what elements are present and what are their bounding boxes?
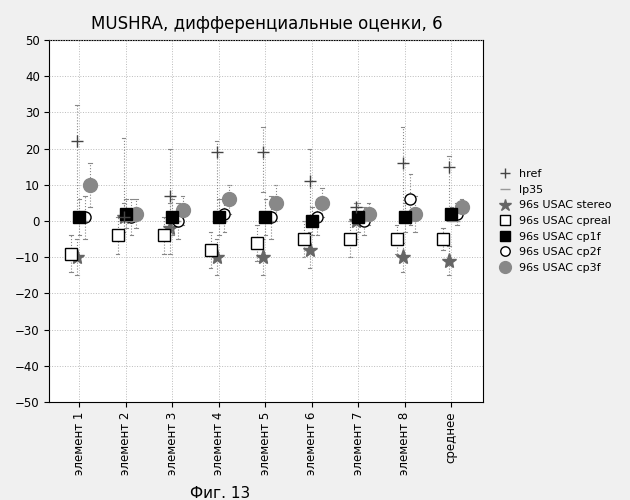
96s USAC stereo — [120, 214, 127, 220]
96s USAC stereo — [73, 254, 81, 260]
96s USAC cpreal — [300, 236, 307, 242]
href — [120, 214, 127, 220]
96s USAC stereo — [213, 254, 220, 260]
96s USAC stereo — [399, 254, 406, 260]
96s USAC cp1f — [169, 214, 176, 220]
href — [213, 150, 220, 156]
96s USAC cp2f — [220, 211, 228, 217]
96s USAC cp1f — [401, 214, 409, 220]
Line: 96s USAC cp3f: 96s USAC cp3f — [83, 178, 469, 220]
lp35 — [311, 218, 318, 224]
Line: 96s USAC cp2f: 96s USAC cp2f — [79, 194, 462, 226]
96s USAC stereo — [306, 247, 313, 253]
96s USAC cpreal — [114, 232, 122, 238]
href — [260, 150, 267, 156]
lp35 — [217, 218, 225, 224]
96s USAC cpreal — [207, 247, 214, 253]
Line: lp35: lp35 — [76, 216, 459, 226]
96s USAC cp3f — [179, 207, 186, 213]
href — [166, 192, 174, 198]
96s USAC cp2f — [267, 214, 275, 220]
Line: href: href — [71, 135, 455, 224]
href — [306, 178, 313, 184]
96s USAC stereo — [260, 254, 267, 260]
96s USAC cpreal — [67, 250, 75, 256]
96s USAC cp3f — [86, 182, 93, 188]
96s USAC cp3f — [411, 211, 419, 217]
lp35 — [357, 218, 365, 224]
96s USAC cp2f — [314, 214, 321, 220]
96s USAC cpreal — [160, 232, 168, 238]
lp35 — [125, 218, 132, 224]
96s USAC cp1f — [76, 214, 83, 220]
96s USAC stereo — [445, 258, 453, 264]
href — [352, 204, 360, 210]
96s USAC cp1f — [215, 214, 222, 220]
96s USAC cp1f — [355, 214, 362, 220]
96s USAC cp1f — [261, 214, 269, 220]
96s USAC cp2f — [407, 196, 415, 202]
href — [73, 138, 81, 144]
href — [445, 164, 453, 170]
96s USAC cp1f — [308, 218, 316, 224]
96s USAC stereo — [166, 225, 174, 231]
96s USAC cpreal — [392, 236, 400, 242]
Legend: href, lp35, 96s USAC stereo, 96s USAC cpreal, 96s USAC cp1f, 96s USAC cp2f, 96s : href, lp35, 96s USAC stereo, 96s USAC cp… — [493, 166, 614, 276]
96s USAC cp1f — [447, 211, 455, 217]
Line: 96s USAC cp1f: 96s USAC cp1f — [73, 208, 457, 228]
96s USAC stereo — [352, 218, 360, 224]
96s USAC cp2f — [81, 214, 89, 220]
96s USAC cp3f — [318, 200, 326, 206]
96s USAC cp2f — [128, 214, 135, 220]
Title: MUSHRA, дифференциальные оценки, 6: MUSHRA, дифференциальные оценки, 6 — [91, 15, 442, 33]
Line: 96s USAC stereo: 96s USAC stereo — [69, 210, 457, 268]
96s USAC cp3f — [365, 211, 372, 217]
96s USAC cp3f — [458, 204, 466, 210]
96s USAC cp3f — [226, 196, 233, 202]
96s USAC cpreal — [346, 236, 354, 242]
lp35 — [78, 218, 86, 224]
96s USAC cp2f — [175, 218, 182, 224]
96s USAC cp2f — [453, 211, 461, 217]
96s USAC cpreal — [439, 236, 447, 242]
96s USAC cp3f — [132, 211, 140, 217]
lp35 — [264, 218, 272, 224]
lp35 — [403, 218, 411, 224]
96s USAC cpreal — [253, 240, 261, 246]
Line: 96s USAC cpreal: 96s USAC cpreal — [66, 230, 449, 259]
lp35 — [171, 218, 178, 224]
Text: Фиг. 13: Фиг. 13 — [190, 486, 251, 500]
96s USAC cp1f — [122, 211, 130, 217]
96s USAC cp3f — [272, 200, 279, 206]
lp35 — [450, 218, 457, 224]
96s USAC cp2f — [360, 218, 368, 224]
href — [399, 160, 406, 166]
